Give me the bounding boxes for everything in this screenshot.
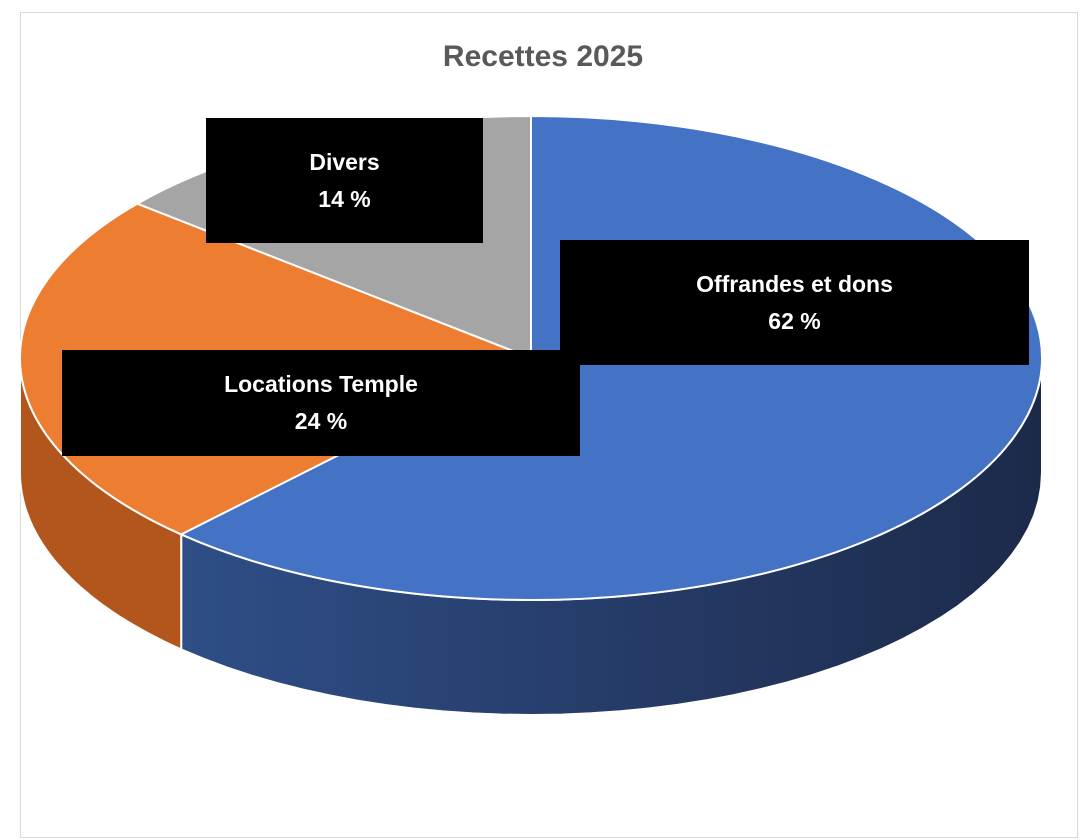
label-locations-value: 24 % [294,408,348,434]
label-offrandes: Offrandes et dons 62 % [560,240,1029,365]
label-locations: Locations Temple 24 % [62,350,580,456]
label-locations-name: Locations Temple [224,371,418,398]
label-offrandes-value: 62 % [768,307,821,334]
label-offrandes-name: Offrandes et dons [696,270,893,297]
label-divers-name: Divers [309,148,380,175]
chart-title: Recettes 2025 [442,40,644,73]
label-divers: Divers 14 % [206,118,483,243]
label-divers-value: 14 % [318,185,371,212]
